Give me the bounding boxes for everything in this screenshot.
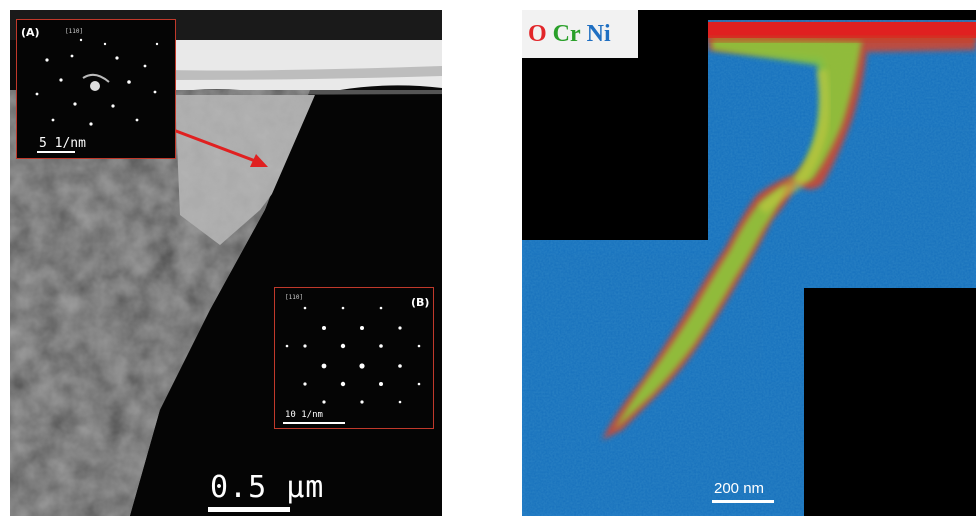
edx-scale-label: 200 nm bbox=[714, 480, 765, 497]
inset-b-scale-bar bbox=[283, 422, 345, 424]
diffraction-inset-a: (A) [110] 5 1/nm bbox=[16, 19, 176, 159]
inset-a-zone-axis: [110] bbox=[65, 28, 84, 35]
inset-b-zone-axis: [110] bbox=[285, 294, 304, 301]
inset-a-scale-bar bbox=[37, 151, 75, 153]
legend-o: O bbox=[528, 20, 547, 47]
legend-ni: Ni bbox=[586, 20, 611, 47]
element-legend: O Cr Ni bbox=[522, 10, 638, 58]
tem-scale-label: 0.5 μm bbox=[210, 470, 325, 505]
tem-micrograph bbox=[10, 10, 442, 516]
diffraction-inset-b: (B) [110] 10 1/nm bbox=[274, 287, 434, 429]
edx-map-panel: O Cr Ni 200 nm bbox=[522, 10, 976, 516]
red-arrow-head bbox=[250, 154, 268, 167]
red-arrow bbox=[167, 126, 259, 164]
inset-b-scale-label: 10 1/nm bbox=[285, 410, 323, 420]
tem-scale-bar bbox=[208, 507, 290, 512]
inset-b-letter: (B) bbox=[411, 296, 430, 309]
inset-a-scale-label: 5 1/nm bbox=[39, 136, 86, 151]
legend-cr: Cr bbox=[552, 20, 581, 47]
inset-a-letter: (A) bbox=[21, 26, 40, 39]
edx-scale-bar bbox=[712, 500, 774, 503]
tem-image-panel: (A) [110] 5 1/nm (B) [110] 10 1/nm 0.5 μ… bbox=[10, 10, 442, 516]
edx-elemental-map bbox=[522, 10, 976, 516]
